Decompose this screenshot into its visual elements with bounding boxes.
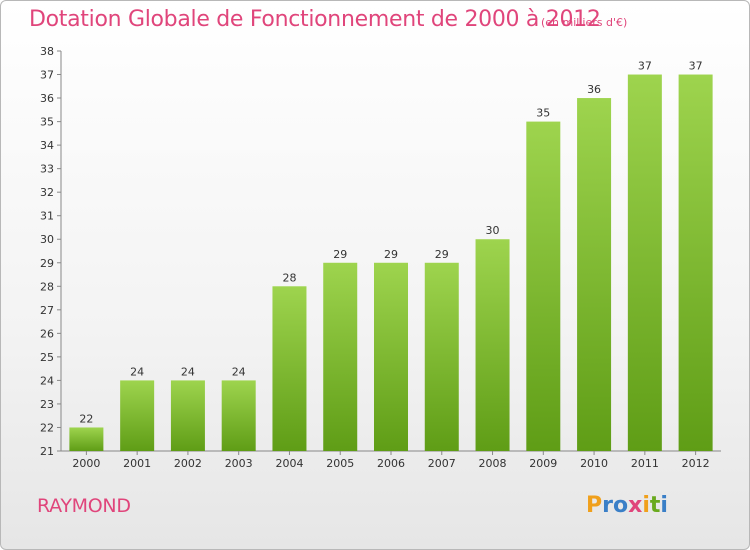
bar-value-label: 36 [587, 83, 601, 96]
y-tick-label: 36 [40, 92, 54, 105]
x-tick-label: 2006 [377, 457, 405, 470]
x-tick-label: 2008 [479, 457, 507, 470]
x-tick-label: 2003 [225, 457, 253, 470]
logo-letter: x [628, 493, 643, 518]
logo-letter: r [602, 493, 613, 518]
x-tick-label: 2007 [428, 457, 456, 470]
x-tick-label: 2011 [631, 457, 659, 470]
chart-subtitle: (en milliers d'€) [541, 16, 628, 29]
y-tick-label: 25 [40, 351, 54, 364]
y-tick-label: 22 [40, 421, 54, 434]
logo-letter: i [660, 493, 668, 518]
bar [627, 74, 662, 451]
bar [577, 98, 612, 451]
bar-value-label: 37 [689, 60, 703, 73]
bar [120, 380, 155, 451]
bar-value-label: 29 [435, 248, 449, 261]
y-tick-label: 24 [40, 374, 54, 387]
bar [475, 239, 510, 451]
bar [272, 286, 307, 451]
logo-letter: t [649, 493, 661, 518]
bar-value-label: 22 [79, 412, 93, 425]
y-tick-label: 35 [40, 116, 54, 129]
bar-value-label: 30 [486, 224, 500, 237]
bar [678, 74, 713, 451]
bar [170, 380, 205, 451]
bar-value-label: 37 [638, 60, 652, 73]
y-tick-label: 38 [40, 45, 54, 58]
bar-value-label: 35 [536, 107, 550, 120]
bar-value-label: 24 [181, 365, 195, 378]
bar [374, 262, 408, 451]
x-tick-label: 2000 [72, 457, 100, 470]
y-tick-label: 32 [40, 186, 54, 199]
bar [526, 121, 561, 452]
y-tick-label: 28 [40, 280, 54, 293]
x-tick-label: 2012 [682, 457, 710, 470]
x-tick-label: 2002 [174, 457, 202, 470]
logo-letter: o [612, 493, 629, 518]
x-tick-label: 2010 [580, 457, 608, 470]
bar-value-label: 24 [232, 365, 246, 378]
bar-value-label: 29 [384, 248, 398, 261]
bar-value-label: 28 [282, 271, 296, 284]
bar [221, 380, 256, 451]
bar-value-label: 24 [130, 365, 144, 378]
bar [424, 262, 459, 451]
bar-value-label: 29 [333, 248, 347, 261]
commune-name: RAYMOND [37, 495, 131, 517]
x-tick-label: 2005 [326, 457, 354, 470]
y-tick-label: 26 [40, 327, 54, 340]
y-tick-label: 31 [40, 210, 54, 223]
logo-letter: P [586, 493, 603, 518]
y-tick-label: 34 [40, 139, 54, 152]
y-tick-label: 21 [40, 445, 54, 458]
bar [69, 427, 104, 451]
y-tick-label: 29 [40, 257, 54, 270]
proxiti-logo[interactable]: Proxiti [586, 493, 668, 518]
y-tick-label: 37 [40, 69, 54, 82]
x-tick-label: 2009 [529, 457, 557, 470]
y-tick-label: 27 [40, 304, 54, 317]
y-tick-label: 30 [40, 233, 54, 246]
y-tick-label: 33 [40, 163, 54, 176]
logo-letter: i [642, 493, 650, 518]
x-tick-label: 2004 [275, 457, 303, 470]
x-tick-label: 2001 [123, 457, 151, 470]
chart-title: Dotation Globale de Fonctionnement de 20… [29, 7, 601, 32]
bar [323, 262, 358, 451]
y-tick-label: 23 [40, 398, 54, 411]
